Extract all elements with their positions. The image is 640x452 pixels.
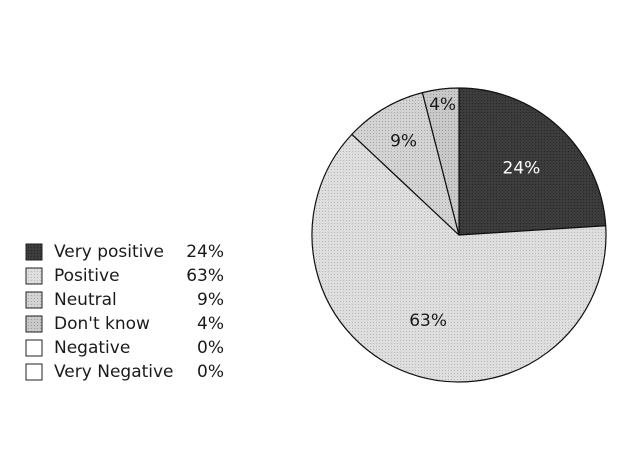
- legend-label: Very Negative: [54, 362, 174, 382]
- legend-swatch: [25, 315, 43, 333]
- legend-value: 0%: [197, 338, 224, 358]
- pie-label-very-positive: 24%: [503, 159, 541, 179]
- legend-item-don-t-know: Don't know 4%: [25, 314, 224, 334]
- legend-swatch: [25, 243, 43, 261]
- pie-label-positive: 63%: [409, 311, 447, 331]
- legend-label: Negative: [54, 338, 130, 358]
- legend-label: Neutral: [54, 290, 117, 310]
- pie-slice-very-positive: [458, 87, 607, 236]
- legend-swatch: [25, 291, 43, 309]
- legend-item-neutral: Neutral 9%: [25, 290, 224, 310]
- pie-slice-don-t-know: [421, 87, 460, 236]
- pie: [311, 87, 607, 383]
- legend-label: Positive: [54, 266, 120, 286]
- legend-swatch: [25, 363, 43, 381]
- pie-slice-neutral: [351, 92, 460, 236]
- legend-item-very-positive: Very positive 24%: [25, 242, 224, 262]
- legend-value: 24%: [186, 242, 224, 262]
- legend-swatch: [25, 267, 43, 285]
- legend-value: 4%: [197, 314, 224, 334]
- pie-labels: 24% 63% 9% 4%: [390, 95, 540, 331]
- pie-label-neutral: 9%: [390, 131, 417, 151]
- legend-value: 63%: [186, 266, 224, 286]
- legend-value: 9%: [197, 290, 224, 310]
- pie-label-don-t-know: 4%: [429, 95, 456, 115]
- legend-value: 0%: [197, 362, 224, 382]
- legend-swatch: [25, 339, 43, 357]
- legend-label: Very positive: [54, 242, 164, 262]
- legend: Very positive 24% Positive 63% Neutral 9% Don'…: [25, 242, 224, 382]
- legend-item-positive: Positive 63%: [25, 266, 224, 286]
- legend-item-negative: Negative 0%: [25, 338, 224, 358]
- pie-slice-positive: [311, 133, 607, 383]
- legend-label: Don't know: [54, 314, 150, 334]
- legend-item-very-negative: Very Negative 0%: [25, 362, 224, 382]
